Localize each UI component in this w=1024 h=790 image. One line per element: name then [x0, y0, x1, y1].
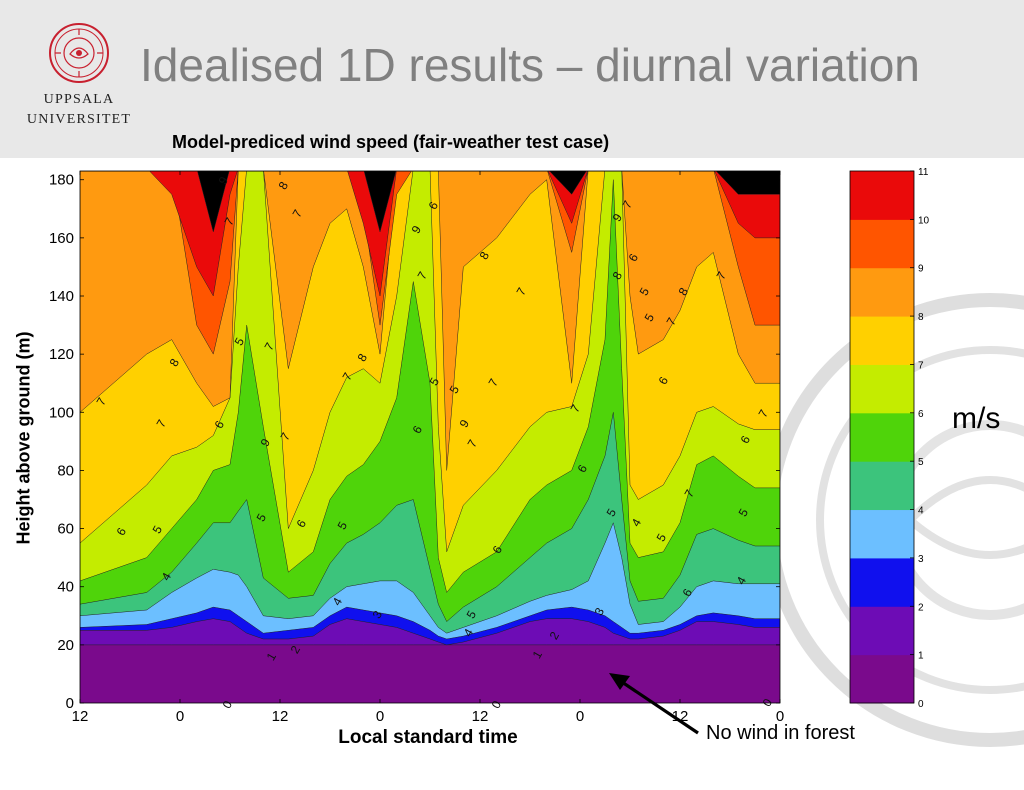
slide-title: Idealised 1D results – diurnal variation: [140, 39, 920, 91]
colorbar: 0 1 2 3 4 5 6 7 8 9 10 11: [849, 167, 930, 710]
x-tick-label: 12: [472, 708, 489, 725]
band-9-10: [80, 171, 780, 355]
contour-bands: [80, 171, 780, 703]
colorbar-tick-label: 3: [918, 554, 924, 565]
band-11-undefined: [80, 171, 780, 233]
colorbar-segment-2-3: [850, 557, 914, 607]
colorbar-segment-0-1: [850, 654, 914, 704]
x-tick-label: 12: [672, 708, 689, 725]
y-tick-label: 100: [49, 404, 74, 421]
colorbar-tick-label: 0: [918, 699, 924, 710]
x-tick-label: 0: [176, 708, 184, 725]
colorbar-frame: [849, 170, 915, 704]
logo-text-line1: UPPSALA: [43, 92, 115, 107]
y-tick-label: 40: [57, 579, 74, 596]
colorbar-tick-label: 4: [918, 506, 924, 517]
colorbar-tick-label: 10: [918, 215, 930, 226]
y-tick-label: 80: [57, 462, 74, 479]
x-tick-label: 12: [72, 708, 89, 725]
colorbar-segment-3-4: [850, 509, 914, 559]
band-6-7: [80, 171, 780, 594]
colorbar-tick-label: 11: [918, 167, 929, 178]
y-axis: 0 20 40 60 80 100 120 140 160 180: [49, 172, 780, 712]
colorbar-segment-9-10: [850, 219, 914, 269]
university-logo: UPPSALA UNIVERSITET: [14, 18, 144, 138]
plot-frame: [79, 170, 781, 704]
y-axis-label: Height above ground (m): [13, 331, 34, 545]
colorbar-tick-label: 1: [918, 651, 924, 662]
colorbar-segment-8-9: [850, 267, 914, 317]
colorbar-tick-label: 6: [918, 409, 924, 420]
colorbar-segment-7-8: [850, 316, 914, 365]
y-tick-label: 0: [66, 695, 74, 712]
y-tick-label: 180: [49, 172, 74, 189]
y-tick-label: 120: [49, 346, 74, 363]
colorbar-segment-1-2: [850, 606, 914, 656]
x-tick-label: 12: [272, 708, 289, 725]
colorbar-tick-label: 9: [918, 264, 924, 275]
y-tick-label: 60: [57, 521, 74, 538]
colorbar-tick-label: 5: [918, 457, 924, 468]
colorbar-tick-label: 2: [918, 602, 924, 613]
colorbar-segment-4-5: [850, 461, 914, 511]
chart-title: Model-prediced wind speed (fair-weather …: [172, 132, 610, 152]
x-tick-label: 0: [776, 708, 784, 725]
colorbar-tick-label: 8: [918, 312, 924, 323]
x-axis-label: Local standard time: [338, 727, 518, 748]
annotation-arrow: [609, 673, 699, 735]
logo-text-line2: UNIVERSITET: [26, 112, 132, 127]
y-tick-label: 160: [49, 230, 74, 247]
x-axis: 12 0 12 0 12 0 12 0: [72, 171, 784, 725]
x-tick-label: 0: [376, 708, 384, 725]
colorbar-unit-label: m/s: [952, 402, 1001, 435]
x-tick-label: 0: [576, 708, 584, 725]
band-10-11: [80, 171, 780, 297]
colorbar-segment-5-6: [850, 412, 914, 462]
colorbar-tick-label: 7: [918, 360, 924, 371]
y-tick-label: 140: [49, 288, 74, 305]
colorbar-segment-10-11: [850, 171, 914, 220]
university-seal-icon: [49, 23, 109, 83]
annotation-text: No wind in forest: [706, 722, 855, 744]
header-band: [0, 0, 1024, 158]
y-tick-label: 20: [57, 637, 74, 654]
colorbar-segment-6-7: [850, 364, 914, 414]
